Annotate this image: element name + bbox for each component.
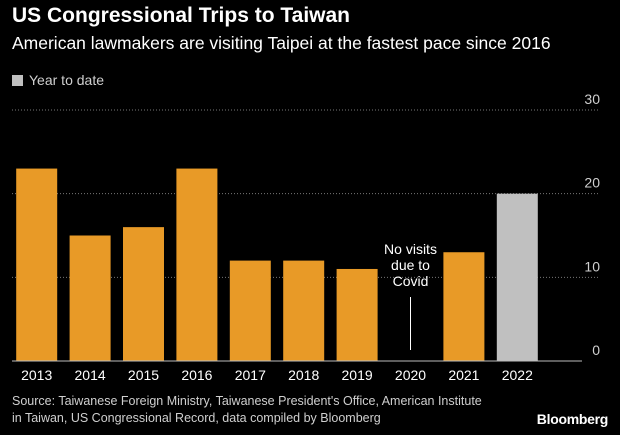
x-tick-label-2018: 2018: [288, 367, 319, 383]
x-tick-label-2017: 2017: [235, 367, 266, 383]
bloomberg-logo: Bloomberg: [536, 411, 609, 427]
bar-2013: [16, 168, 58, 361]
chart-title: US Congressional Trips to Taiwan: [12, 4, 350, 27]
x-tick-label-2019: 2019: [342, 367, 373, 383]
x-tick-label-2022: 2022: [502, 367, 533, 383]
annotation-no-visits: No visits due to Covid: [384, 241, 437, 289]
x-tick-label-2016: 2016: [181, 367, 212, 383]
x-tick-label-2020: 2020: [395, 367, 426, 383]
x-tick-label-2021: 2021: [448, 367, 479, 383]
legend: Year to date: [12, 72, 104, 88]
y-tick-label-10: 10: [584, 258, 600, 274]
bar-2017: [229, 260, 271, 361]
y-tick-label-30: 30: [584, 91, 600, 107]
annotation-line: Covid: [393, 273, 429, 289]
x-tick-label-2015: 2015: [128, 367, 159, 383]
bar-2014: [69, 235, 111, 361]
y-tick-label-20: 20: [584, 175, 600, 191]
x-tick-label-2013: 2013: [21, 367, 52, 383]
chart-subtitle: American lawmakers are visiting Taipei a…: [12, 33, 551, 53]
bar-2021: [443, 252, 485, 361]
y-tick-label-0: 0: [592, 342, 600, 358]
bar-2018: [283, 260, 325, 361]
legend-label-ytd: Year to date: [29, 72, 104, 88]
bar-2022: [496, 193, 538, 361]
x-tick-label-2014: 2014: [75, 367, 106, 383]
annotation-line: due to: [391, 257, 430, 273]
source-note: Source: Taiwanese Foreign Ministry, Taiw…: [12, 394, 482, 425]
legend-swatch-ytd: [12, 75, 23, 86]
bar-2019: [336, 268, 378, 361]
annotation-line: No visits: [384, 241, 437, 257]
bar-2015: [123, 227, 164, 361]
bar-2016: [176, 168, 218, 361]
